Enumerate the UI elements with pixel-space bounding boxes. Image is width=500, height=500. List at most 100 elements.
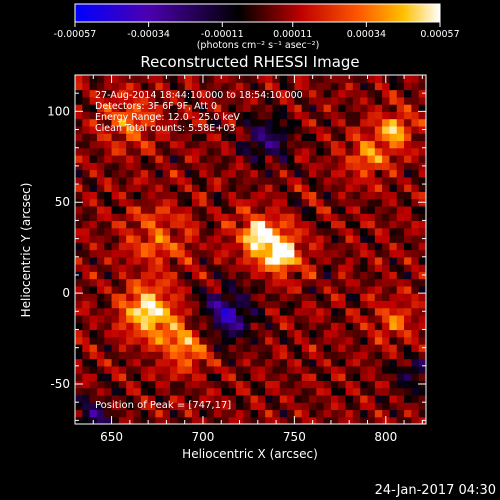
heatmap-cell <box>170 402 178 411</box>
heatmap-cell <box>192 278 200 287</box>
heatmap-cell <box>235 329 244 338</box>
heatmap-cell <box>199 351 208 360</box>
heatmap-cell <box>177 82 186 91</box>
heatmap-cell <box>89 402 98 411</box>
heatmap-cell <box>250 336 259 345</box>
heatmap-cell <box>177 351 186 360</box>
heatmap-cell <box>75 205 83 214</box>
heatmap-cell <box>235 176 244 185</box>
heatmap-cell <box>221 373 230 381</box>
heatmap-cell <box>309 118 317 127</box>
heatmap-cell <box>301 380 310 389</box>
heatmap-cell <box>206 264 215 272</box>
heatmap-cell <box>96 111 105 120</box>
heatmap-cell <box>382 140 391 149</box>
heatmap-cell <box>301 264 310 272</box>
heatmap-cell <box>133 329 142 338</box>
heatmap-cell <box>389 89 398 98</box>
heatmap-cell <box>155 300 164 309</box>
heatmap-cell <box>287 133 295 142</box>
heatmap-cell <box>382 220 391 229</box>
heatmap-cell <box>162 125 171 134</box>
heatmap-cell <box>133 82 142 91</box>
heatmap-cell <box>330 213 339 222</box>
heatmap-cell <box>199 125 208 134</box>
heatmap-cell <box>104 358 113 367</box>
heatmap-cell <box>170 416 178 424</box>
heatmap-cell <box>279 314 288 323</box>
heatmap-cell <box>155 198 164 207</box>
heatmap-cell <box>140 373 149 381</box>
heatmap-cell <box>301 249 310 258</box>
heatmap-cell <box>418 147 426 156</box>
heatmap-cell <box>389 264 398 272</box>
heatmap-cell <box>309 344 317 352</box>
heatmap-cell <box>177 220 186 229</box>
heatmap-cell <box>338 329 347 338</box>
heatmap-cell <box>148 344 157 352</box>
heatmap-cell <box>243 365 252 374</box>
heatmap-cell <box>338 402 347 411</box>
heatmap-cell <box>404 205 412 214</box>
heatmap-cell <box>396 147 405 156</box>
heatmap-cell <box>389 205 398 214</box>
heatmap-cell <box>206 300 215 309</box>
heatmap-cell <box>345 169 354 178</box>
heatmap-cell <box>294 365 303 374</box>
heatmap-cell <box>389 278 398 287</box>
heatmap-cell <box>104 322 113 331</box>
heatmap-cell <box>360 336 369 345</box>
heatmap-cell <box>294 75 303 83</box>
heatmap-cell <box>389 380 398 389</box>
heatmap-cell <box>404 227 412 236</box>
heatmap-cell <box>287 96 295 105</box>
heatmap-cell <box>170 89 178 98</box>
heatmap-cell <box>301 75 310 83</box>
heatmap-cell <box>367 234 376 243</box>
heatmap-cell <box>206 75 215 83</box>
heatmap-cell <box>360 125 369 134</box>
heatmap-cell <box>309 154 317 163</box>
heatmap-cell <box>294 205 303 214</box>
heatmap-cell <box>265 96 274 105</box>
heatmap-cell <box>396 220 405 229</box>
heatmap-cell <box>213 176 222 185</box>
heatmap-cell <box>199 394 208 403</box>
heatmap-cell <box>221 322 230 331</box>
heatmap-cell <box>235 351 244 360</box>
heatmap-cell <box>323 278 332 287</box>
heatmap-cell <box>104 169 113 178</box>
heatmap-cell <box>404 271 412 280</box>
heatmap-cell <box>213 125 222 134</box>
heatmap-cell <box>250 220 259 229</box>
heatmap-cell <box>367 154 376 163</box>
heatmap-cell <box>338 125 347 134</box>
heatmap-cell <box>206 278 215 287</box>
heatmap-cell <box>177 394 186 403</box>
heatmap-cell <box>301 169 310 178</box>
heatmap-cell <box>389 104 398 112</box>
heatmap-cell <box>367 336 376 345</box>
heatmap-cell <box>243 169 252 178</box>
heatmap-cell <box>396 365 405 374</box>
plot-frame <box>74 74 427 425</box>
heatmap-cell <box>89 322 98 331</box>
heatmap-cell <box>279 293 288 301</box>
heatmap-cell <box>82 205 91 214</box>
heatmap-cell <box>309 329 317 338</box>
heatmap-cell <box>330 75 339 83</box>
heatmap-cell <box>287 271 295 280</box>
heatmap-cell <box>257 373 266 381</box>
heatmap-cell <box>257 82 266 91</box>
heatmap-cell <box>96 271 105 280</box>
heatmap-cell <box>192 176 200 185</box>
heatmap-cell <box>170 271 178 280</box>
heatmap-cell <box>162 314 171 323</box>
heatmap-cell <box>374 293 383 301</box>
heatmap-cell <box>374 104 383 112</box>
heatmap-cell <box>279 133 288 142</box>
heatmap-cell <box>96 184 105 192</box>
heatmap-cell <box>213 387 222 396</box>
heatmap-cell <box>279 96 288 105</box>
heatmap-cell <box>96 387 105 396</box>
